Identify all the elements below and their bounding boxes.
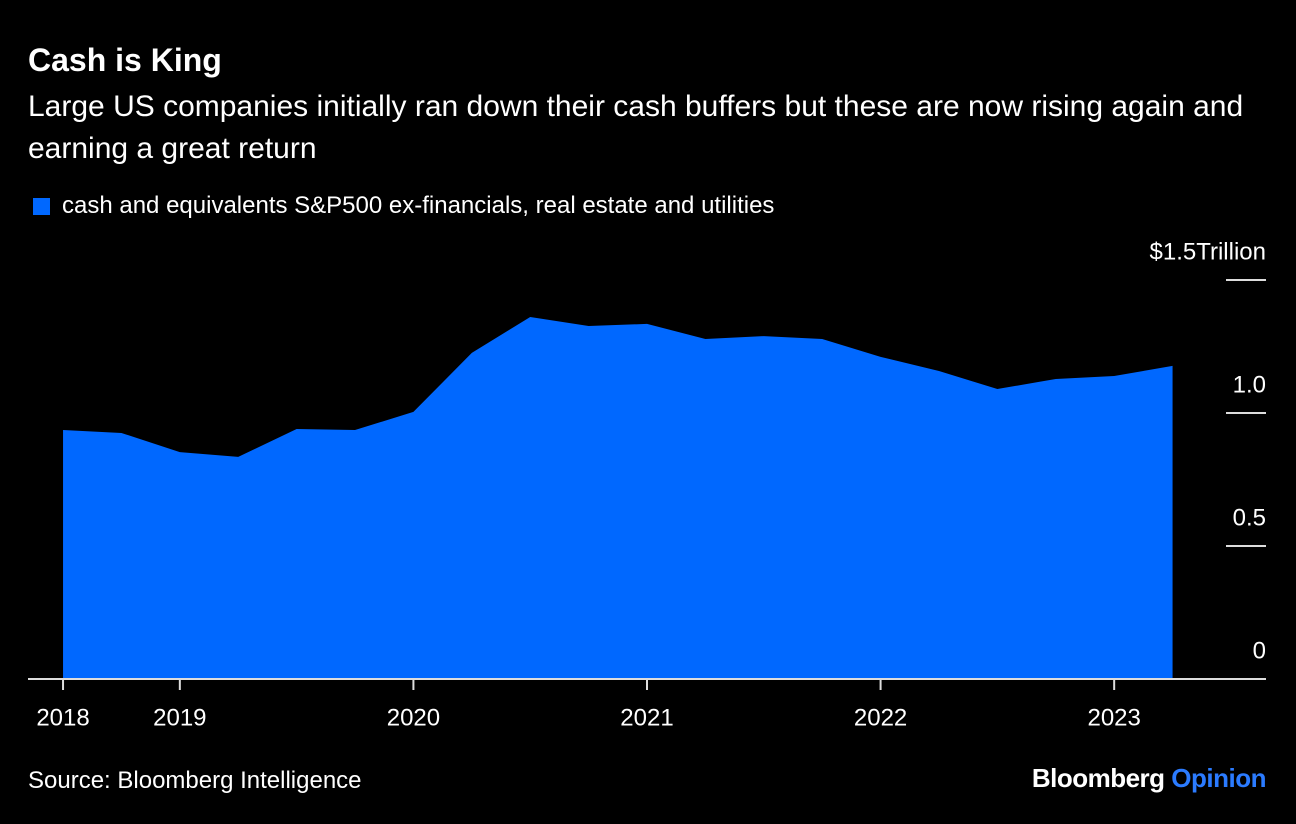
y-tick-label: 0: [1253, 637, 1266, 664]
chart-subtitle: Large US companies initially ran down th…: [28, 90, 1244, 165]
brand-name: Bloomberg: [1031, 763, 1165, 793]
chart-title: Cash is King: [28, 42, 222, 78]
source: Source: Bloomberg Intelligence: [28, 767, 362, 794]
x-tick-label: 2022: [854, 704, 907, 731]
area: [63, 316, 1173, 679]
x-tick-label: 2023: [1087, 704, 1140, 731]
x-tick-label: 2021: [620, 704, 673, 731]
brand-section: Opinion: [1171, 763, 1266, 793]
y-tick-label: 1.0: [1233, 371, 1266, 398]
y-tick-label: 0.5: [1233, 504, 1266, 531]
legend: cash and equivalents S&P500 ex-financial…: [28, 192, 774, 220]
legend-label: cash and equivalents S&P500 ex-financial…: [62, 192, 775, 219]
x-tick-label: 2020: [387, 704, 440, 731]
brand: Bloomberg Opinion: [1031, 763, 1267, 794]
x-tick-label: 2018: [36, 704, 89, 731]
x-tick-label: 2019: [153, 704, 206, 731]
legend-swatch: [33, 197, 50, 215]
y-tick-label: $1.5Trillion: [1150, 238, 1267, 265]
